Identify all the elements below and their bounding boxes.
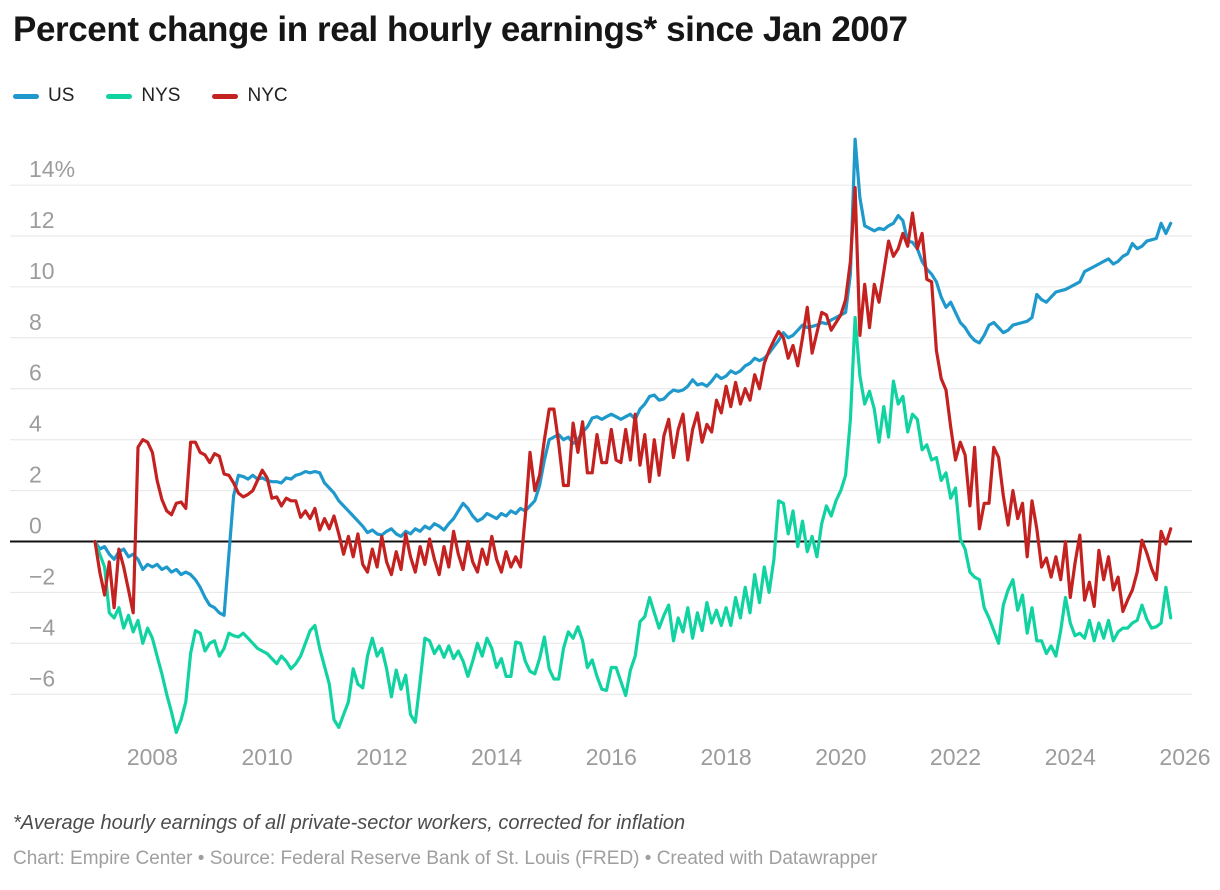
x-tick-label: 2008 [127, 744, 178, 770]
legend-swatch-US [13, 93, 39, 99]
chart-credit: Chart: Empire Center • Source: Federal R… [13, 848, 878, 869]
legend-label-US: US [48, 85, 75, 106]
x-tick-label: 2020 [815, 744, 866, 770]
x-tick-label: 2010 [242, 744, 293, 770]
legend-item-NYS: NYS [106, 85, 180, 107]
x-tick-label: 2014 [471, 744, 522, 770]
y-tick-label: 4 [29, 411, 42, 437]
y-tick-label: 6 [29, 360, 42, 386]
y-tick-label: 10 [29, 258, 55, 284]
legend-swatch-NYS [106, 93, 133, 99]
x-tick-label: 2026 [1159, 744, 1210, 770]
series-line-NYS [93, 315, 1173, 735]
legend-label-NYC: NYC [247, 85, 288, 106]
y-tick-label: 0 [29, 513, 42, 539]
x-tick-label: 2024 [1045, 744, 1096, 770]
x-tick-label: 2016 [586, 744, 637, 770]
x-tick-label: 2018 [701, 744, 752, 770]
y-tick-label: 14% [29, 156, 75, 182]
y-tick-label: 12 [29, 207, 55, 233]
series-line-NYC [93, 186, 1173, 615]
legend-swatch-NYC [212, 93, 239, 99]
x-tick-label: 2022 [930, 744, 981, 770]
y-tick-label: −6 [29, 665, 55, 691]
x-tick-label: 2012 [356, 744, 407, 770]
legend-item-NYC: NYC [212, 85, 288, 107]
page-title: Percent change in real hourly earnings* … [13, 10, 908, 49]
series-line-US [93, 137, 1173, 617]
legend-item-US: US [13, 85, 74, 107]
y-tick-label: −4 [29, 614, 55, 640]
y-tick-label: 2 [29, 462, 42, 488]
legend: US NYS NYC [13, 85, 288, 107]
chart-area: 14% 12 10 8 6 4 2 0 −2 −4 −6 2008 2010 2012 2014 2016 20… [10, 137, 1211, 770]
chart-svg: 14% 12 10 8 6 4 2 0 −2 −4 −6 2008 2010 2012 2014 2016 20… [10, 137, 1211, 770]
y-tick-label: −2 [29, 563, 55, 589]
y-tick-label: 8 [29, 309, 42, 335]
chart-footnote: *Average hourly earnings of all private-… [13, 812, 686, 834]
legend-label-NYS: NYS [141, 85, 181, 106]
